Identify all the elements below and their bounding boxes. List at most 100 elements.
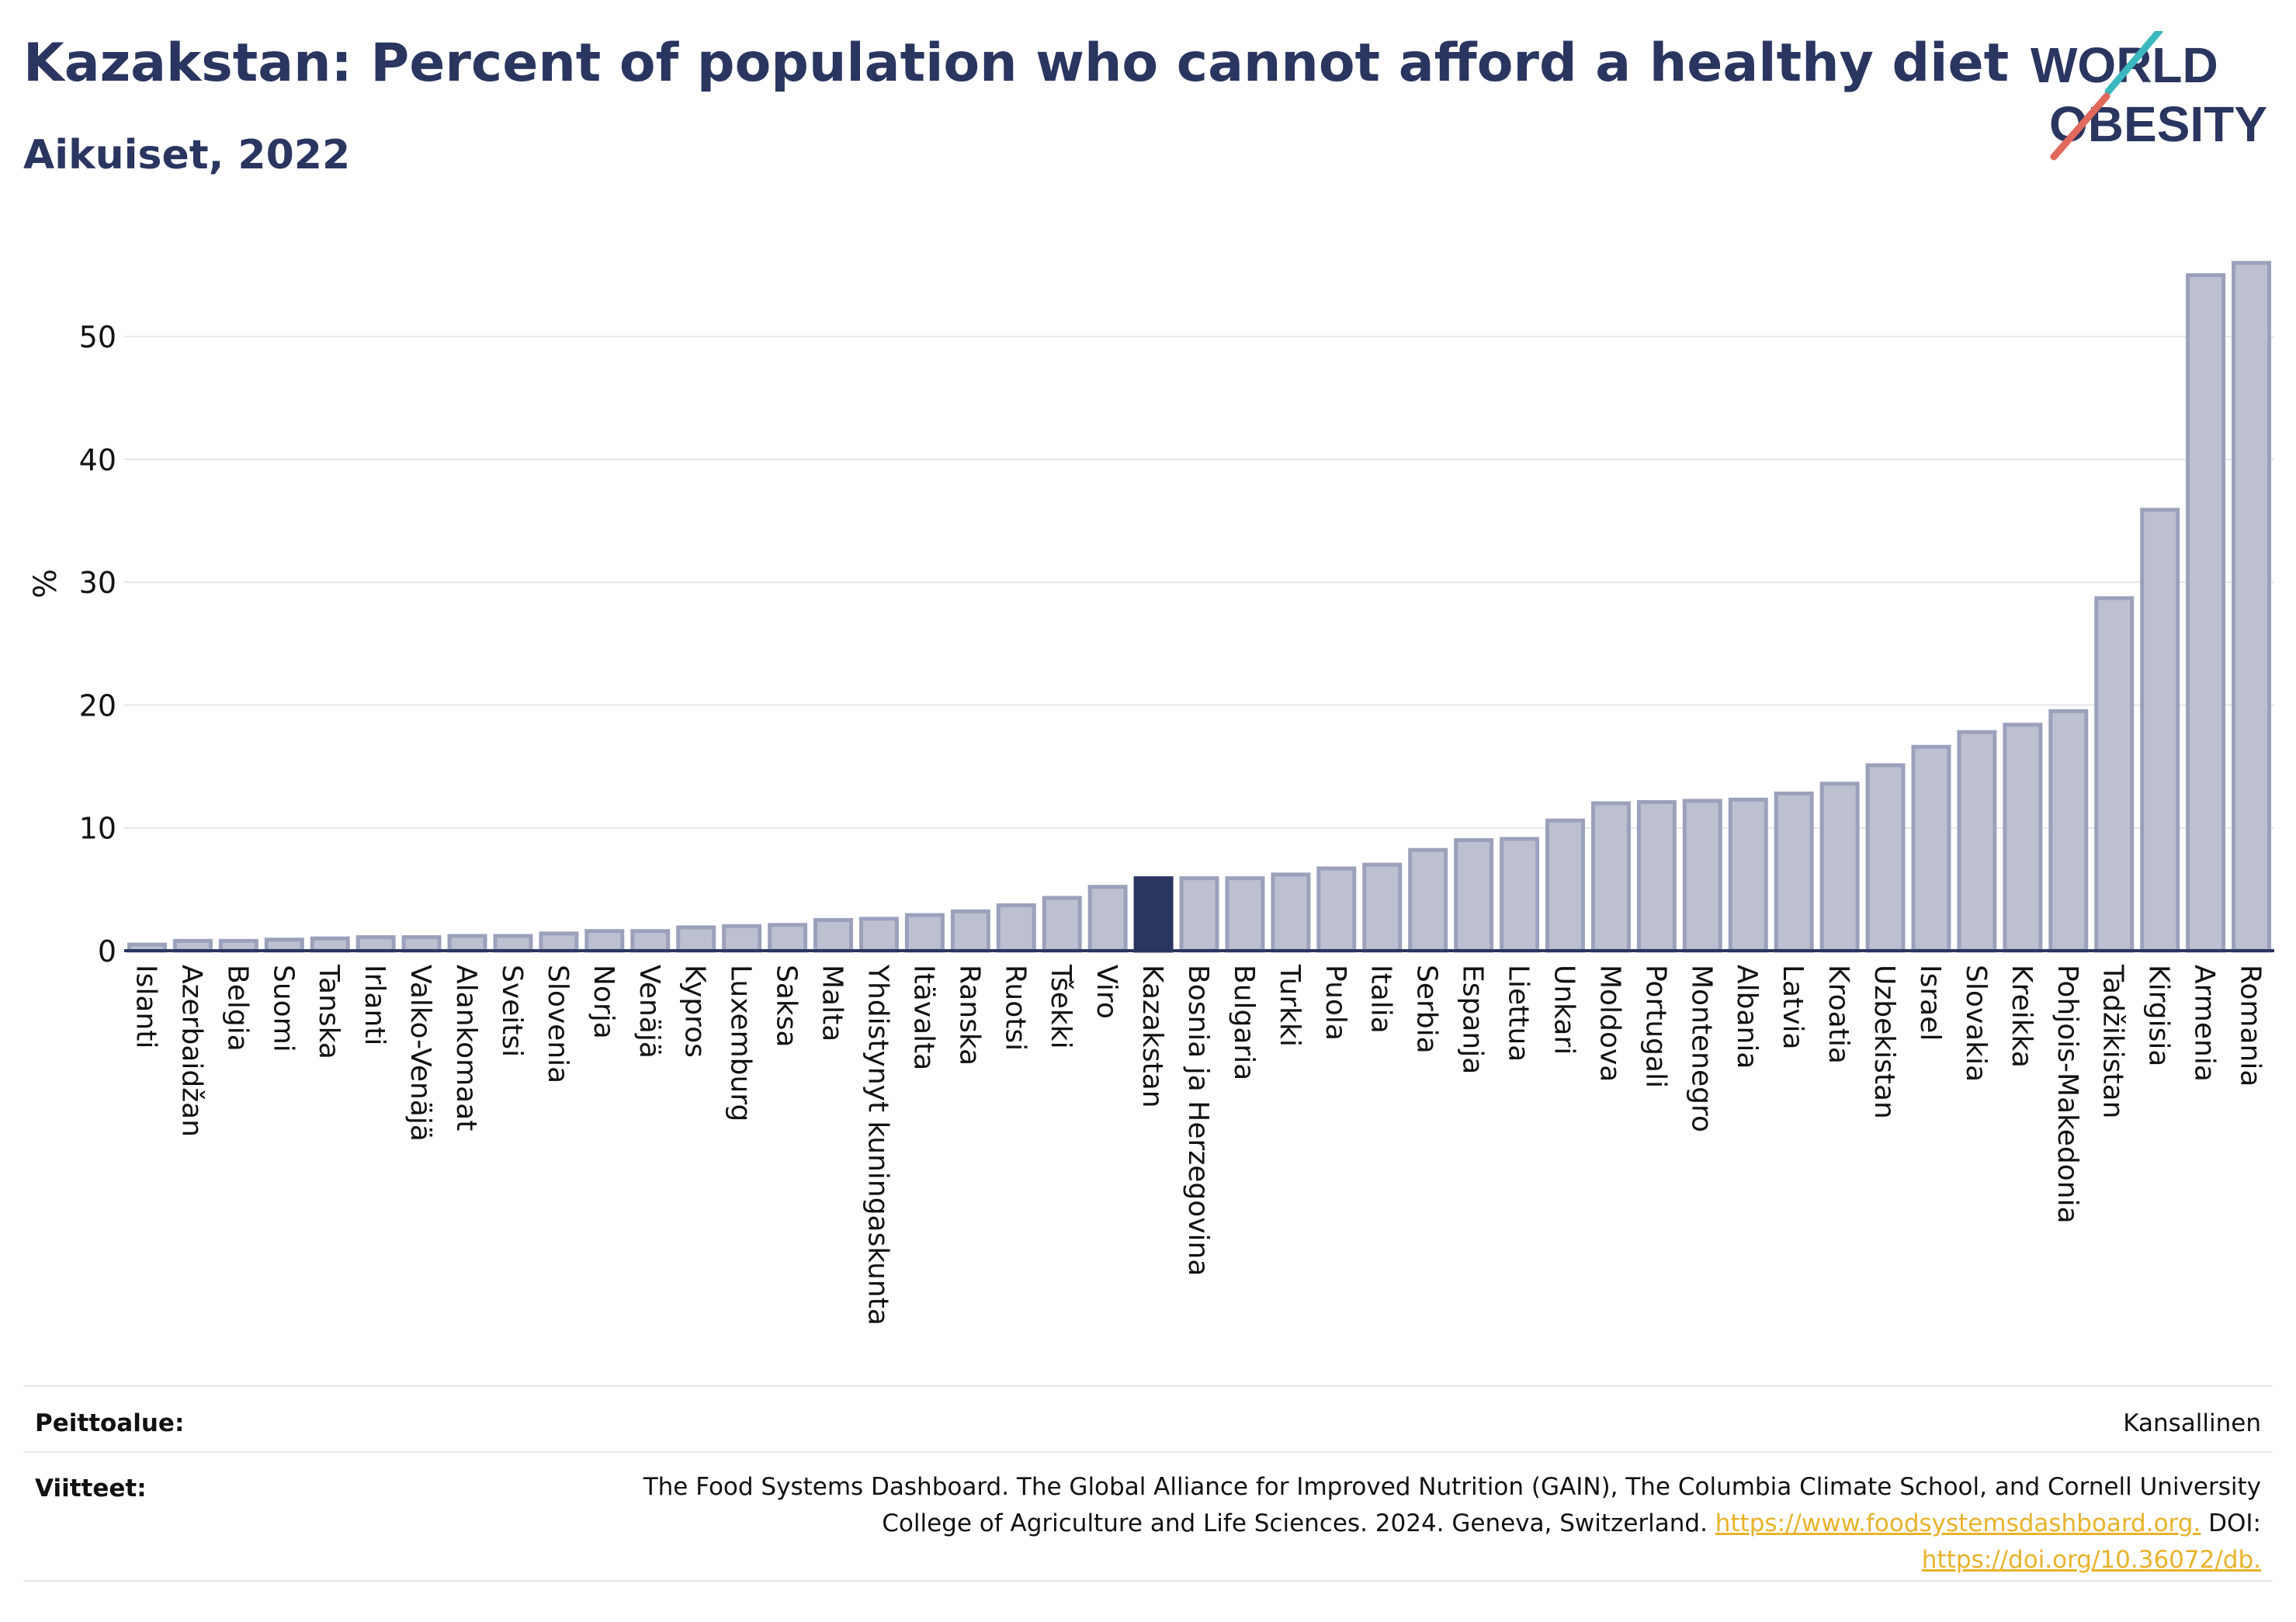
- x-tick-label: Moldova: [1594, 965, 1625, 1082]
- bar: [2232, 261, 2272, 953]
- bar-highlight: [1133, 876, 1174, 953]
- logo-line1: WORLD: [2031, 37, 2218, 93]
- x-tick-label: Islanti: [130, 965, 161, 1048]
- x-tick-label: Italia: [1365, 965, 1397, 1034]
- logo-slash-top: [2104, 31, 2163, 95]
- world-obesity-logo: WORLD OBESITY: [2031, 31, 2267, 161]
- footer-divider-bottom: [23, 1580, 2273, 1582]
- x-tick-label: Kreikka: [2006, 965, 2038, 1068]
- gridlines: [124, 335, 2274, 829]
- x-tick-label: Yhdistynyt kuningaskunta: [862, 964, 893, 1326]
- bar: [2140, 508, 2180, 953]
- bar: [1271, 872, 1311, 953]
- x-tick-label: Kirgisia: [2143, 965, 2175, 1066]
- bar: [1590, 801, 1631, 953]
- bar: [768, 923, 808, 953]
- bar: [1500, 837, 1540, 953]
- coverage-label: Peittoalue:: [35, 1409, 185, 1437]
- y-tick-label: 10: [79, 812, 116, 846]
- doi-link[interactable]: https://doi.org/10.36072/db.: [1921, 1546, 2261, 1574]
- x-tick-label: Liettua: [1503, 965, 1535, 1062]
- x-tick-label: Montenegro: [1685, 965, 1717, 1132]
- bar: [1911, 744, 1951, 953]
- bar: [1545, 818, 1585, 953]
- x-tick-label: Alankomaat: [450, 965, 482, 1131]
- bar: [401, 935, 442, 953]
- bar: [447, 934, 487, 953]
- bar: [1865, 763, 1906, 953]
- bars: [127, 261, 2272, 953]
- bar: [2048, 709, 2089, 953]
- coverage-value: Kansallinen: [2123, 1409, 2261, 1437]
- x-tick-label: Romania: [2235, 965, 2267, 1087]
- x-tick-label: Azerbaidžan: [175, 965, 207, 1137]
- bar: [813, 917, 853, 953]
- x-tick-label: Tanska: [313, 964, 345, 1059]
- y-tick-label: 0: [98, 934, 116, 969]
- y-tick-label: 20: [79, 688, 116, 723]
- x-tick-label: Luxemburg: [725, 965, 757, 1121]
- x-tick-label: Armenia: [2189, 965, 2221, 1082]
- bar: [1362, 862, 1403, 953]
- bar: [1728, 797, 1768, 953]
- doi-label: DOI:: [2208, 1509, 2261, 1537]
- x-tick-label: Bosnia ja Herzegovina: [1182, 965, 1214, 1276]
- x-tick-label: Uzbekistan: [1868, 965, 1900, 1119]
- bar: [1408, 847, 1448, 953]
- x-tick-label: Irlanti: [359, 965, 390, 1045]
- bar: [2003, 723, 2043, 953]
- bar: [1774, 791, 1814, 953]
- bar: [950, 909, 990, 953]
- references-line-3: https://doi.org/10.36072/db.: [476, 1542, 2261, 1579]
- x-tick-label: Tšekki: [1045, 964, 1077, 1049]
- x-tick-label: Albania: [1731, 965, 1763, 1069]
- x-tick-label: Kazakstan: [1136, 965, 1168, 1108]
- x-tick-label: Kypros: [679, 965, 711, 1058]
- y-tick-label: 50: [79, 321, 116, 355]
- bar-chart: 0 10 20 30 40 50 Islanti Azerbaidžan Belgia Suomi…: [28, 261, 2274, 1326]
- x-tick-label: Tadžikistan: [2097, 964, 2129, 1118]
- bar: [1087, 885, 1128, 953]
- bar: [996, 903, 1036, 953]
- x-tick-label: Latvia: [1777, 965, 1809, 1050]
- x-tick-label: Slovenia: [542, 965, 574, 1083]
- bar: [584, 929, 625, 953]
- y-axis-label: %: [28, 569, 64, 598]
- x-tick-label: Saksa: [771, 965, 803, 1048]
- bar: [1316, 866, 1357, 953]
- bar: [355, 935, 396, 953]
- bar: [1179, 876, 1219, 953]
- x-tick-label: Valko-Venäjä: [404, 965, 436, 1142]
- references-text: The Food Systems Dashboard. The Global A…: [476, 1469, 2261, 1579]
- x-tick-label: Belgia: [221, 965, 253, 1052]
- x-tick-label: Bulgaria: [1228, 965, 1260, 1080]
- chart-title: Kazakstan: Percent of population who can…: [23, 33, 2010, 94]
- x-tick-label: Norja: [588, 965, 619, 1039]
- bar: [1957, 730, 1997, 953]
- bar: [904, 913, 945, 953]
- bar: [676, 925, 716, 953]
- x-tick-label: Itävalta: [907, 965, 939, 1070]
- bar: [539, 931, 579, 953]
- y-tick-label: 30: [79, 566, 116, 600]
- references-line-2-text: College of Agriculture and Life Sciences…: [882, 1509, 1708, 1537]
- bar: [1682, 799, 1722, 953]
- x-tick-label: Venäjä: [633, 965, 665, 1059]
- dashboard-link[interactable]: https://www.foodsystemsdashboard.org.: [1715, 1509, 2201, 1537]
- x-tick-label: Ruotsi: [999, 965, 1031, 1051]
- bar: [630, 929, 671, 953]
- bar: [2094, 596, 2135, 953]
- x-tick-label: Pohjois-Makedonia: [2051, 965, 2083, 1224]
- bar: [1454, 838, 1494, 953]
- bar: [1225, 876, 1265, 953]
- references-label: Viitteet:: [35, 1475, 147, 1502]
- bar: [310, 936, 350, 953]
- x-tick-label: Malta: [817, 965, 848, 1041]
- footer-divider-middle: [23, 1451, 2273, 1453]
- x-tick-label: Unkari: [1548, 965, 1580, 1055]
- bar: [1042, 896, 1082, 953]
- bar: [858, 917, 899, 953]
- x-tick-label: Puola: [1320, 965, 1351, 1041]
- x-tick-label: Portugali: [1639, 965, 1671, 1088]
- bar: [1819, 782, 1860, 953]
